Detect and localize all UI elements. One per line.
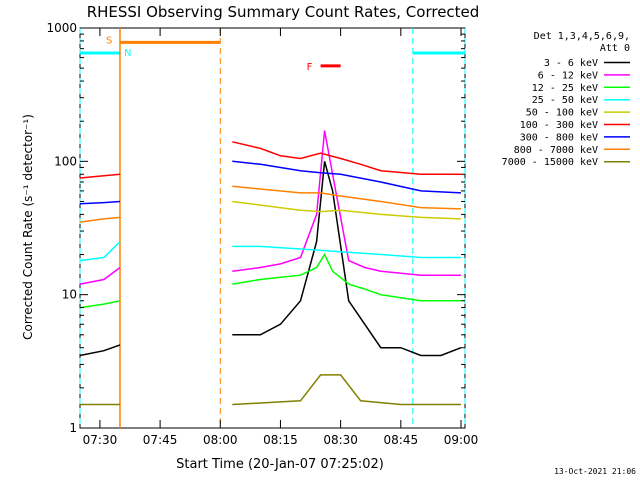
x-tick-label-1: 07:45 xyxy=(143,433,178,447)
x-tick-label-0: 07:30 xyxy=(83,433,118,447)
series-line-8-1 xyxy=(232,374,461,406)
legend-header-attenuator: Att 0 xyxy=(600,43,630,54)
x-axis-label: Start Time (20-Jan-07 07:25:02) xyxy=(176,457,384,472)
legend-label-3: 25 - 50 keV xyxy=(532,95,598,106)
plot-frame xyxy=(79,27,466,429)
legend-label-6: 300 - 800 keV xyxy=(520,132,598,143)
series-line-1-0 xyxy=(79,266,121,285)
legend-label-8: 7000 - 15000 keV xyxy=(502,157,598,168)
series-line-5-1 xyxy=(232,141,461,176)
series-line-5-0 xyxy=(79,173,121,179)
y-tick-label-0: 1 xyxy=(69,421,77,435)
saa-label: S xyxy=(106,35,112,46)
chart-title: RHESSI Observing Summary Count Rates, Co… xyxy=(87,3,480,21)
plot-border xyxy=(79,27,466,429)
flare-label: F xyxy=(307,62,313,73)
annotation-bars: N S F xyxy=(79,28,466,428)
x-tick-label-2: 08:00 xyxy=(203,433,238,447)
series-layer xyxy=(79,130,462,406)
x-tick-label-4: 08:30 xyxy=(323,433,358,447)
night-label: N xyxy=(124,48,131,59)
y-tick-label-1: 10 xyxy=(62,288,77,302)
footer-date: 13-Oct-2021 21:06 xyxy=(554,467,636,476)
x-tick-label-6: 09:00 xyxy=(444,433,479,447)
legend-label-5: 100 - 300 keV xyxy=(520,120,598,131)
series-line-2-0 xyxy=(79,300,121,309)
series-line-7-1 xyxy=(232,185,462,210)
series-line-6-1 xyxy=(232,160,462,194)
y-axis-label: Corrected Count Rate (s⁻¹ detector⁻¹) xyxy=(21,114,35,340)
series-line-0-1 xyxy=(232,161,462,357)
legend-label-7: 800 - 7000 keV xyxy=(514,145,598,156)
series-line-2-1 xyxy=(232,252,461,302)
x-tick-label-5: 08:45 xyxy=(384,433,419,447)
series-line-1-1 xyxy=(232,130,461,276)
y-axis: 1 10 100 1000 xyxy=(46,21,465,435)
series-line-4-0 xyxy=(232,200,462,220)
y-tick-label-3: 1000 xyxy=(46,21,77,35)
legend-label-0: 3 - 6 keV xyxy=(544,58,598,69)
series-line-7-0 xyxy=(79,216,121,223)
legend-header-detectors: Det 1,3,4,5,6,9, xyxy=(534,31,630,42)
legend-label-2: 12 - 25 keV xyxy=(532,83,598,94)
series-line-0-0 xyxy=(79,344,121,357)
series-line-3-0 xyxy=(79,241,121,262)
legend-label-4: 50 - 100 keV xyxy=(526,108,598,119)
y-tick-label-2: 100 xyxy=(54,154,77,168)
series-line-6-0 xyxy=(79,200,121,205)
x-tick-label-3: 08:15 xyxy=(263,433,298,447)
series-line-3-1 xyxy=(232,245,461,259)
x-axis: 07:30 07:45 08:00 08:15 08:30 08:45 09:00 xyxy=(83,28,479,447)
legend-label-1: 6 - 12 keV xyxy=(538,70,598,81)
